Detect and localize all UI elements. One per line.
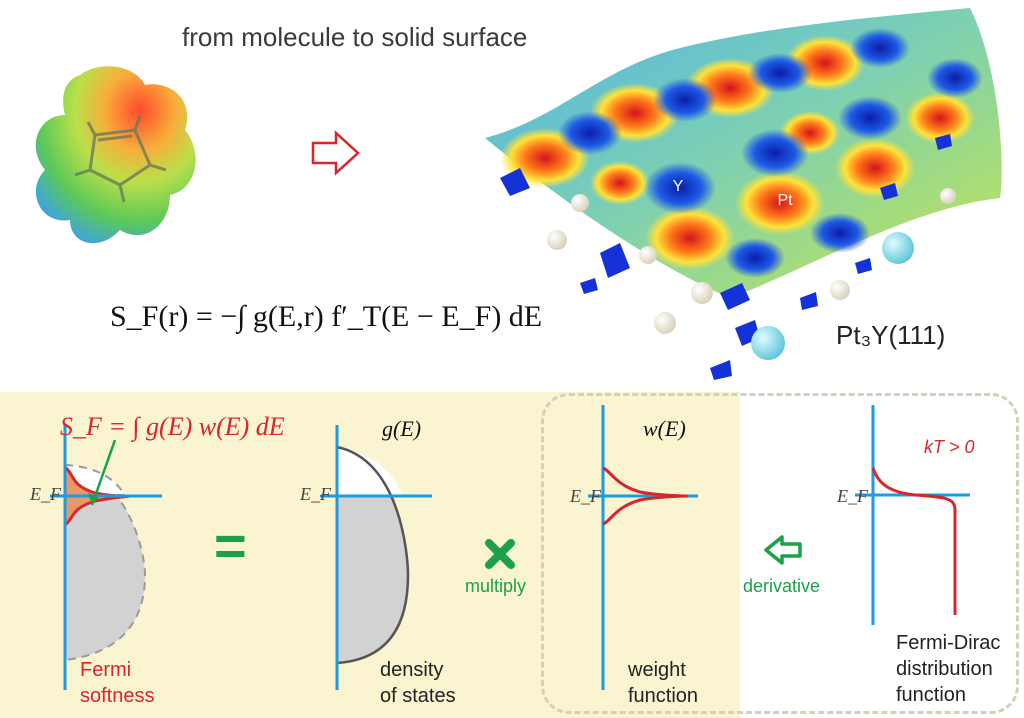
dos-label: g(E) bbox=[382, 416, 422, 441]
multiply-icon bbox=[485, 539, 515, 569]
page-title: from molecule to solid surface bbox=[182, 22, 528, 52]
weight-function-caption: weight function bbox=[628, 659, 699, 707]
ef-label-4: E_F bbox=[837, 486, 868, 506]
ef-label-1: E_F bbox=[30, 484, 61, 504]
derivative-label: derivative bbox=[743, 576, 821, 596]
y-atom-label: Y bbox=[673, 178, 684, 195]
dashed-group-box bbox=[541, 393, 1019, 714]
fermi-dirac-diagram bbox=[855, 405, 970, 625]
material-label: Pt₃Y(111) bbox=[836, 320, 946, 350]
ef-label-3: E_F bbox=[570, 486, 601, 506]
molecule-esp-image bbox=[35, 66, 196, 244]
right-arrow-icon bbox=[311, 130, 360, 176]
fermi-softness-caption: Fermi softness bbox=[80, 659, 155, 707]
multiply-label: multiply bbox=[465, 576, 527, 596]
pt3y-surface-image: Y Pt bbox=[485, 8, 1002, 380]
kt-label: kT > 0 bbox=[924, 437, 975, 457]
left-arrow-icon bbox=[764, 535, 802, 565]
softness-formula: S_F = ∫ g(E) w(E) dE bbox=[60, 412, 285, 441]
main-formula: S_F(r) = −∫ g(E,r) f′_T(E − E_F) dE bbox=[110, 300, 543, 333]
equals-sign: = bbox=[214, 514, 247, 577]
pt-atom-label: Pt bbox=[777, 192, 793, 209]
fermi-softness-diagram bbox=[50, 425, 162, 690]
ef-label-2: E_F bbox=[300, 484, 331, 504]
density-of-states-caption: density of states bbox=[380, 659, 456, 707]
weight-function-diagram bbox=[588, 405, 698, 690]
fermi-dirac-caption: Fermi-Dirac distribution function bbox=[896, 632, 1001, 706]
dos-diagram bbox=[320, 425, 432, 690]
weight-label: w(E) bbox=[643, 416, 686, 441]
